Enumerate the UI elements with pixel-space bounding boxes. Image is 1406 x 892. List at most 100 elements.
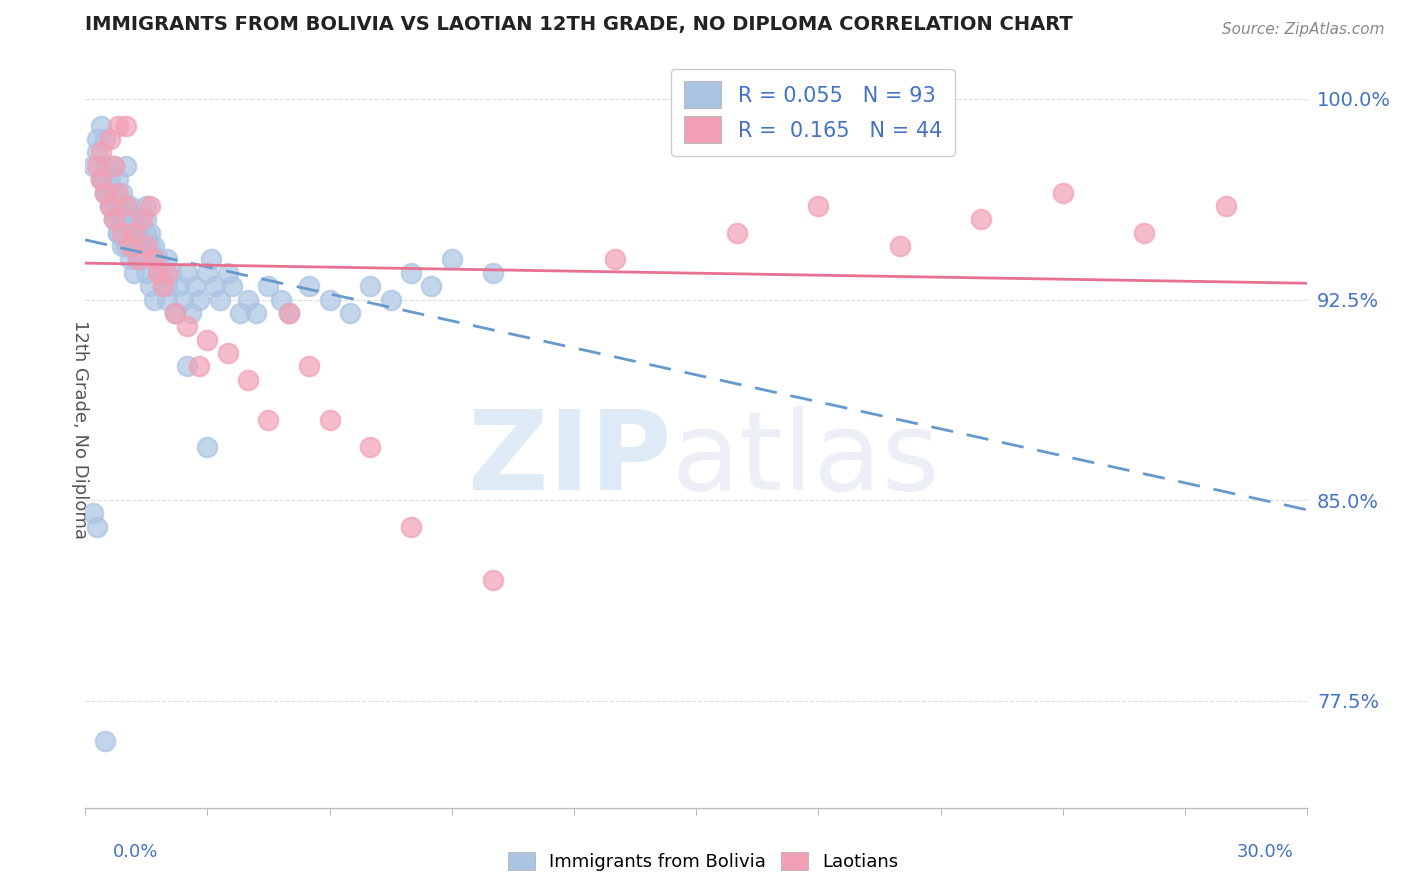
Point <box>122 266 145 280</box>
Text: 30.0%: 30.0% <box>1237 843 1294 861</box>
Point <box>98 199 121 213</box>
Point <box>111 186 134 200</box>
Point <box>118 252 141 267</box>
Text: atlas: atlas <box>672 406 941 513</box>
Point <box>148 266 170 280</box>
Point <box>298 279 321 293</box>
Point <box>94 186 117 200</box>
Point <box>481 574 503 588</box>
Point <box>603 252 626 267</box>
Point <box>139 199 162 213</box>
Point <box>359 279 381 293</box>
Point <box>188 293 211 307</box>
Point <box>115 199 138 213</box>
Point <box>148 252 170 267</box>
Point <box>98 132 121 146</box>
Point <box>118 199 141 213</box>
Point <box>107 226 129 240</box>
Point <box>1133 226 1156 240</box>
Text: 0.0%: 0.0% <box>112 843 157 861</box>
Point <box>155 279 177 293</box>
Point <box>229 306 252 320</box>
Point <box>481 266 503 280</box>
Point <box>103 159 125 173</box>
Point <box>163 306 186 320</box>
Point <box>318 293 340 307</box>
Point <box>399 520 422 534</box>
Point <box>94 186 117 200</box>
Point <box>1215 199 1237 213</box>
Point <box>380 293 402 307</box>
Point <box>135 239 157 253</box>
Point <box>103 159 125 173</box>
Point <box>103 212 125 227</box>
Point <box>143 252 166 267</box>
Point <box>204 279 226 293</box>
Point <box>111 239 134 253</box>
Point <box>176 266 198 280</box>
Point <box>127 252 149 267</box>
Point <box>155 252 177 267</box>
Point <box>152 266 174 280</box>
Point <box>725 226 748 240</box>
Point <box>245 306 267 320</box>
Point <box>90 172 112 186</box>
Point <box>970 212 993 227</box>
Point <box>399 266 422 280</box>
Point <box>115 199 138 213</box>
Point <box>107 186 129 200</box>
Point <box>188 359 211 374</box>
Point <box>339 306 361 320</box>
Point <box>127 226 149 240</box>
Point <box>107 226 129 240</box>
Point <box>115 239 138 253</box>
Point <box>135 266 157 280</box>
Point <box>98 172 121 186</box>
Point <box>440 252 463 267</box>
Point <box>139 239 162 253</box>
Point <box>94 132 117 146</box>
Point <box>86 145 108 160</box>
Point <box>90 119 112 133</box>
Point <box>195 333 218 347</box>
Point <box>167 279 190 293</box>
Legend: R = 0.055   N = 93, R =  0.165   N = 44: R = 0.055 N = 93, R = 0.165 N = 44 <box>671 69 955 156</box>
Point <box>90 172 112 186</box>
Point <box>94 186 117 200</box>
Point <box>359 440 381 454</box>
Point <box>118 239 141 253</box>
Point <box>180 306 202 320</box>
Point <box>277 306 299 320</box>
Point <box>115 159 138 173</box>
Point <box>90 172 112 186</box>
Point <box>122 212 145 227</box>
Point <box>103 212 125 227</box>
Point <box>148 266 170 280</box>
Point <box>270 293 292 307</box>
Point <box>131 212 153 227</box>
Point <box>82 507 104 521</box>
Point <box>152 279 174 293</box>
Point <box>103 186 125 200</box>
Point <box>135 212 157 227</box>
Point <box>318 413 340 427</box>
Point <box>115 199 138 213</box>
Point <box>143 239 166 253</box>
Text: Source: ZipAtlas.com: Source: ZipAtlas.com <box>1222 22 1385 37</box>
Point <box>122 226 145 240</box>
Point <box>221 279 243 293</box>
Point <box>111 212 134 227</box>
Point <box>115 119 138 133</box>
Point <box>82 159 104 173</box>
Point <box>107 172 129 186</box>
Point <box>122 239 145 253</box>
Point <box>200 252 222 267</box>
Point <box>257 413 280 427</box>
Point <box>163 306 186 320</box>
Point <box>155 293 177 307</box>
Point <box>135 226 157 240</box>
Point <box>236 293 259 307</box>
Point <box>131 239 153 253</box>
Point <box>420 279 443 293</box>
Text: ZIP: ZIP <box>468 406 672 513</box>
